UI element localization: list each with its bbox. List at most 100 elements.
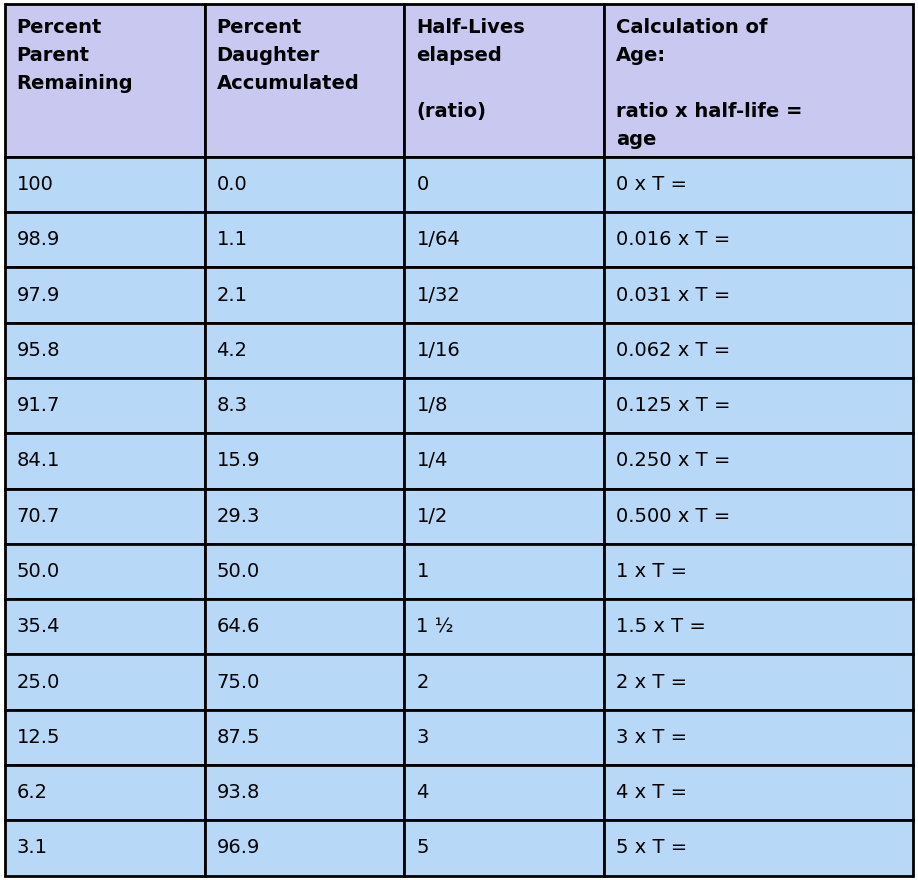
Text: 98.9: 98.9: [17, 231, 60, 249]
Bar: [5, 157, 205, 212]
Bar: [205, 212, 405, 268]
Bar: [604, 212, 913, 268]
Bar: [5, 378, 205, 433]
Text: 3: 3: [417, 728, 429, 747]
Bar: [604, 433, 913, 488]
Bar: [205, 710, 405, 765]
Bar: [5, 212, 205, 268]
Bar: [205, 157, 405, 212]
Text: 25.0: 25.0: [17, 672, 60, 692]
Text: 50.0: 50.0: [17, 562, 60, 581]
Bar: [5, 655, 205, 710]
Text: 0 x T =: 0 x T =: [616, 175, 688, 194]
Text: 0.500 x T =: 0.500 x T =: [616, 507, 731, 525]
Text: 1 x T =: 1 x T =: [616, 562, 688, 581]
Text: 5 x T =: 5 x T =: [616, 839, 688, 857]
Bar: [5, 544, 205, 599]
Bar: [405, 820, 604, 876]
Bar: [405, 378, 604, 433]
Bar: [604, 323, 913, 378]
Bar: [5, 323, 205, 378]
Bar: [205, 323, 405, 378]
Bar: [205, 488, 405, 544]
Text: 0.016 x T =: 0.016 x T =: [616, 231, 731, 249]
Bar: [205, 268, 405, 323]
Bar: [205, 4, 405, 157]
Text: 50.0: 50.0: [217, 562, 260, 581]
Text: 1.1: 1.1: [217, 231, 248, 249]
Text: 5: 5: [417, 839, 429, 857]
Bar: [604, 544, 913, 599]
Text: 35.4: 35.4: [17, 617, 60, 636]
Bar: [205, 599, 405, 655]
Text: Half-Lives
elapsed

(ratio): Half-Lives elapsed (ratio): [417, 18, 525, 121]
Text: 70.7: 70.7: [17, 507, 60, 525]
Bar: [5, 599, 205, 655]
Bar: [205, 544, 405, 599]
Text: Calculation of
Age:

ratio x half-life =
age: Calculation of Age: ratio x half-life = …: [616, 18, 803, 149]
Bar: [604, 378, 913, 433]
Bar: [604, 765, 913, 820]
Text: 0.250 x T =: 0.250 x T =: [616, 451, 731, 471]
Text: 4 x T =: 4 x T =: [616, 783, 688, 803]
Text: 8.3: 8.3: [217, 396, 248, 415]
Bar: [205, 765, 405, 820]
Text: 1/8: 1/8: [417, 396, 448, 415]
Text: 1.5 x T =: 1.5 x T =: [616, 617, 706, 636]
Text: 96.9: 96.9: [217, 839, 260, 857]
Text: 1/32: 1/32: [417, 286, 460, 304]
Text: 0.125 x T =: 0.125 x T =: [616, 396, 731, 415]
Text: 3 x T =: 3 x T =: [616, 728, 688, 747]
Text: 91.7: 91.7: [17, 396, 60, 415]
Bar: [604, 268, 913, 323]
Bar: [604, 488, 913, 544]
Text: 84.1: 84.1: [17, 451, 60, 471]
Bar: [5, 710, 205, 765]
Bar: [604, 710, 913, 765]
Bar: [405, 488, 604, 544]
Bar: [604, 655, 913, 710]
Text: 1: 1: [417, 562, 429, 581]
Bar: [5, 820, 205, 876]
Bar: [405, 710, 604, 765]
Bar: [405, 599, 604, 655]
Text: Percent
Daughter
Accumulated: Percent Daughter Accumulated: [217, 18, 359, 92]
Bar: [405, 212, 604, 268]
Text: 1 ½: 1 ½: [417, 617, 454, 636]
Text: 1/2: 1/2: [417, 507, 448, 525]
Text: 0: 0: [417, 175, 429, 194]
Bar: [205, 655, 405, 710]
Text: 1/16: 1/16: [417, 341, 460, 360]
Bar: [405, 765, 604, 820]
Text: 4.2: 4.2: [217, 341, 248, 360]
Text: 97.9: 97.9: [17, 286, 60, 304]
Text: 1/4: 1/4: [417, 451, 448, 471]
Bar: [405, 433, 604, 488]
Bar: [405, 544, 604, 599]
Text: 4: 4: [417, 783, 429, 803]
Text: 12.5: 12.5: [17, 728, 60, 747]
Bar: [405, 157, 604, 212]
Bar: [5, 433, 205, 488]
Text: 2: 2: [417, 672, 429, 692]
Text: Percent
Parent
Remaining: Percent Parent Remaining: [17, 18, 133, 92]
Bar: [405, 323, 604, 378]
Text: 29.3: 29.3: [217, 507, 260, 525]
Bar: [405, 4, 604, 157]
Bar: [5, 765, 205, 820]
Bar: [604, 4, 913, 157]
Text: 87.5: 87.5: [217, 728, 260, 747]
Bar: [604, 157, 913, 212]
Bar: [5, 488, 205, 544]
Text: 0.062 x T =: 0.062 x T =: [616, 341, 731, 360]
Text: 100: 100: [17, 175, 53, 194]
Bar: [604, 820, 913, 876]
Bar: [5, 4, 205, 157]
Bar: [205, 820, 405, 876]
Text: 93.8: 93.8: [217, 783, 260, 803]
Text: 1/64: 1/64: [417, 231, 460, 249]
Text: 2 x T =: 2 x T =: [616, 672, 688, 692]
Text: 0.0: 0.0: [217, 175, 247, 194]
Text: 2.1: 2.1: [217, 286, 248, 304]
Text: 3.1: 3.1: [17, 839, 48, 857]
